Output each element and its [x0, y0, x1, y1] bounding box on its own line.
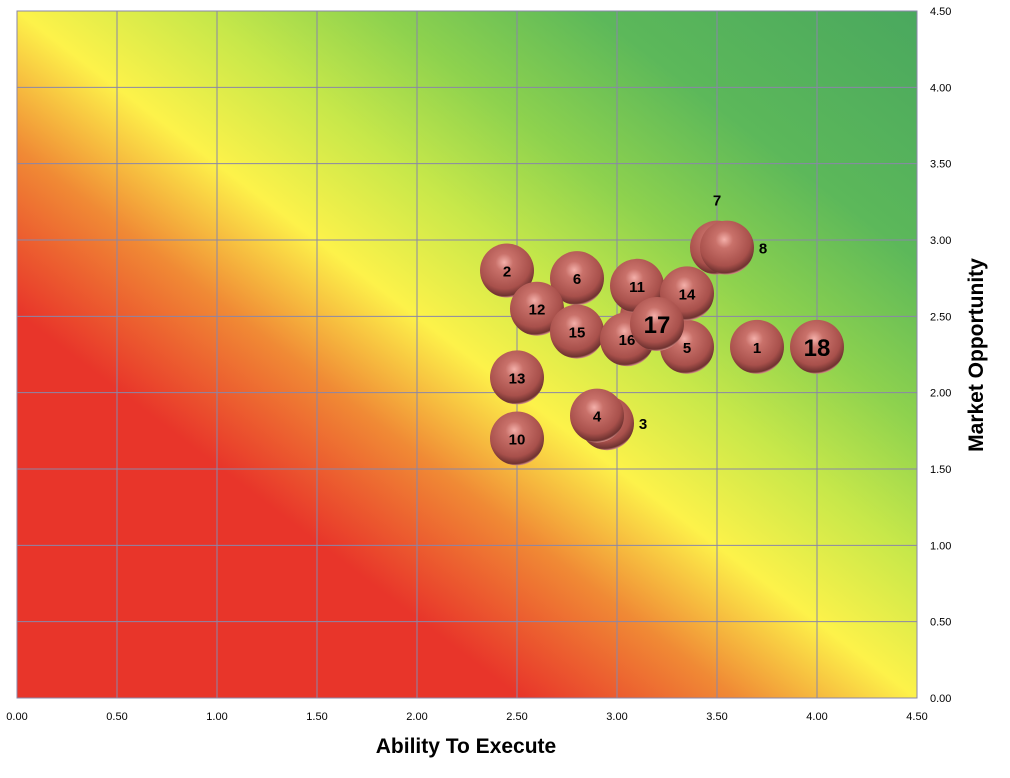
y-tick-label: 2.50 — [930, 311, 951, 323]
bubble-marker — [570, 388, 624, 443]
grid-lines — [16, 10, 918, 699]
bubble-marker — [790, 319, 844, 374]
bubble-marker — [490, 350, 544, 405]
bubble-1: 1 — [730, 319, 784, 374]
bubble-4: 4 — [570, 388, 624, 443]
x-tick-label: 2.00 — [406, 711, 427, 723]
bubble-label: 3 — [639, 416, 647, 433]
y-tick-labels: 0.00 0.50 1.00 1.50 2.00 2.50 3.00 3.50 4.00 4.50 — [930, 6, 951, 705]
x-tick-label: 1.00 — [206, 711, 227, 723]
x-tick-labels: 0.00 0.50 1.00 1.50 2.00 2.50 3.00 3.50 4.00 4.50 — [6, 711, 927, 723]
y-tick-label: 1.50 — [930, 464, 951, 476]
bubble-18: 18 — [790, 319, 844, 374]
y-tick-label: 2.00 — [930, 388, 951, 400]
x-tick-label: 0.00 — [6, 711, 27, 723]
y-tick-label: 0.50 — [930, 617, 951, 629]
bubble-label: 12 — [529, 302, 546, 319]
y-axis-title: Market Opportunity — [965, 258, 988, 452]
bubble-8: 8 — [700, 220, 767, 275]
bubble-12: 12 — [510, 281, 564, 336]
bubble-marker — [630, 296, 684, 351]
bubble-marker — [510, 281, 564, 336]
x-axis-title: Ability To Execute — [376, 735, 556, 758]
bubble-label: 4 — [593, 409, 602, 426]
bubble-label: 8 — [759, 241, 767, 258]
bubble-label: 1 — [753, 340, 761, 357]
bubble-label: 15 — [569, 325, 586, 342]
bubble-label: 6 — [573, 271, 581, 288]
bubble-marker — [700, 220, 754, 275]
y-tick-label: 3.00 — [930, 235, 951, 247]
bubble-marker — [550, 251, 604, 306]
bubble-label: 5 — [683, 340, 691, 357]
y-tick-label: 0.00 — [930, 693, 951, 705]
bubble-10: 10 — [490, 411, 544, 466]
x-tick-label: 2.50 — [506, 711, 527, 723]
x-tick-label: 3.00 — [606, 711, 627, 723]
x-tick-label: 1.50 — [306, 711, 327, 723]
y-tick-label: 1.00 — [930, 540, 951, 552]
bubble-2: 2 — [480, 243, 534, 298]
y-tick-label: 4.50 — [930, 6, 951, 18]
bubble-label: 14 — [679, 286, 696, 303]
bubble-label: 18 — [804, 335, 831, 362]
bubble-label: 2 — [503, 264, 511, 281]
y-tick-label: 3.50 — [930, 159, 951, 171]
bubble-marker — [490, 411, 544, 466]
bubble-15: 15 — [550, 304, 604, 359]
bubbles: 123456789101112131415161718 — [480, 193, 844, 466]
bubble-label: 17 — [644, 312, 671, 339]
bubble-label: 16 — [619, 332, 636, 349]
x-tick-label: 4.50 — [906, 711, 927, 723]
plot-border — [16, 10, 918, 699]
bubble-17: 17 — [630, 296, 684, 351]
bubble-label: 7 — [713, 193, 721, 210]
bubble-marker — [480, 243, 534, 298]
bubble-marker — [730, 319, 784, 374]
y-tick-label: 4.00 — [930, 82, 951, 94]
bubble-label: 11 — [629, 279, 645, 296]
bubble-13: 13 — [490, 350, 544, 405]
x-tick-label: 4.00 — [806, 711, 827, 723]
bubble-label: 13 — [509, 370, 526, 387]
x-tick-label: 0.50 — [106, 711, 127, 723]
x-tick-label: 3.50 — [706, 711, 727, 723]
bubble-label: 10 — [509, 431, 526, 448]
bubble-6: 6 — [550, 251, 604, 306]
bubble-marker — [550, 304, 604, 359]
